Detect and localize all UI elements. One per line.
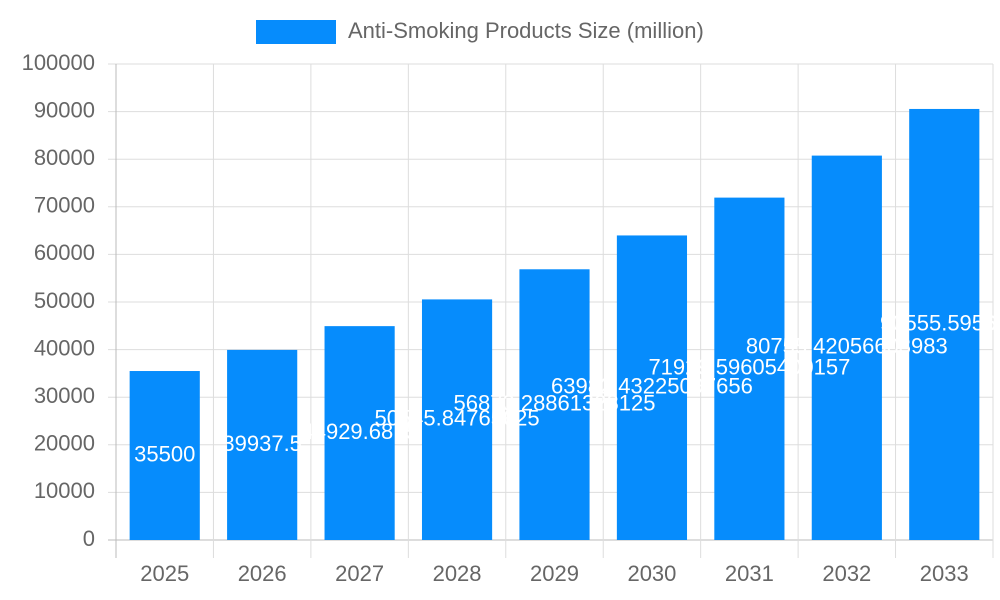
value-label: 90555.59563	[880, 310, 1000, 335]
y-tick-label: 10000	[34, 478, 95, 503]
x-tick-label: 2031	[725, 561, 774, 586]
y-tick-label: 70000	[34, 193, 95, 218]
y-tick-label: 60000	[34, 240, 95, 265]
value-label: 44929.6875	[301, 419, 417, 444]
x-tick-label: 2025	[140, 561, 189, 586]
y-tick-label: 80000	[34, 145, 95, 170]
value-label: 50545.84765625	[374, 406, 539, 431]
x-tick-label: 2029	[530, 561, 579, 586]
bar	[519, 269, 590, 540]
y-tick-label: 40000	[34, 335, 95, 360]
bar	[324, 326, 395, 540]
y-tick-label: 90000	[34, 97, 95, 122]
x-tick-label: 2032	[822, 561, 871, 586]
bar	[227, 349, 298, 540]
bar	[421, 299, 493, 540]
value-label: 80755.42056603983	[746, 334, 948, 359]
x-tick-label: 2030	[627, 561, 676, 586]
legend-swatch	[256, 20, 336, 44]
bar	[616, 235, 688, 541]
bar	[129, 371, 200, 540]
y-tick-label: 50000	[34, 288, 95, 313]
value-label: 63982.43225097656	[551, 374, 753, 399]
y-tick-label: 100000	[22, 50, 95, 75]
legend-label: Anti-Smoking Products Size (million)	[348, 18, 704, 43]
x-tick-label: 2033	[920, 561, 969, 586]
x-tick-label: 2027	[335, 561, 384, 586]
value-label: 39937.5	[222, 431, 302, 456]
bar	[909, 108, 980, 540]
y-tick-label: 30000	[34, 383, 95, 408]
value-label: 56873.28861328125	[454, 390, 656, 415]
bar	[714, 197, 785, 541]
x-tick-label: 2026	[238, 561, 287, 586]
y-tick-label: 20000	[34, 431, 95, 456]
y-tick-label: 0	[83, 526, 95, 551]
value-label: 35500	[134, 441, 195, 466]
x-tick-label: 2028	[433, 561, 482, 586]
bar	[811, 155, 882, 541]
value-label: 71929.59605400157	[648, 355, 850, 380]
